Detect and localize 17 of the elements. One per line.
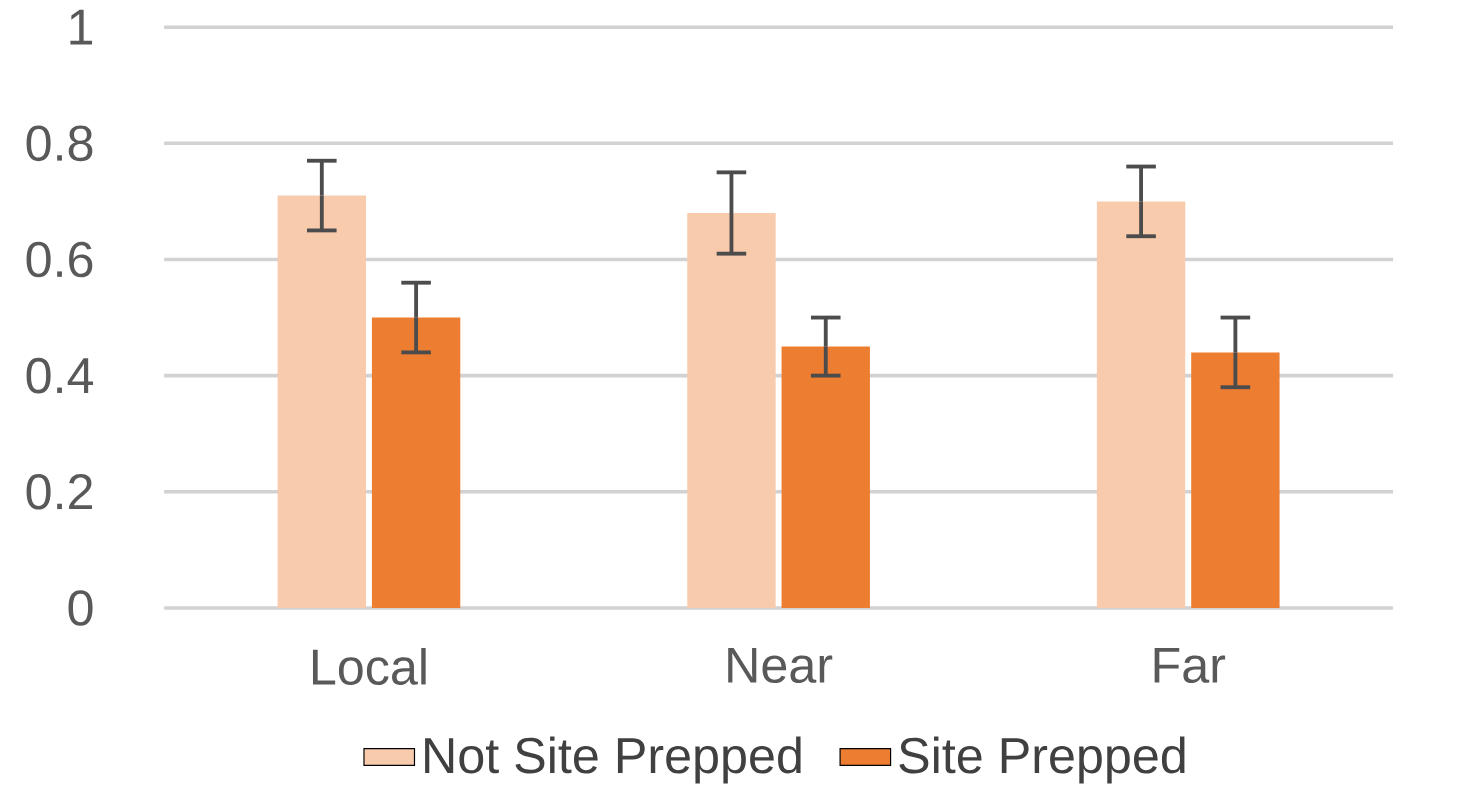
- y-tick-label: 1: [70, 9, 93, 45]
- y-tick-label: 0.6: [26, 241, 93, 278]
- bar: [277, 195, 366, 608]
- y-tick-label: 0: [68, 590, 93, 626]
- bar: [687, 212, 776, 608]
- bar: [1191, 352, 1280, 608]
- bar: [371, 317, 461, 608]
- x-tick-label: Far: [1154, 647, 1226, 683]
- y-tick-label: 0.8: [26, 125, 93, 162]
- legend-label: Not Site Prepped: [425, 736, 801, 784]
- x-tick-label: Near: [728, 647, 833, 683]
- y-tick-label: 0.4: [26, 357, 94, 394]
- legend-label: Site Prepped: [899, 736, 1185, 784]
- x-tick-label: Local: [312, 647, 426, 685]
- bar: [1096, 201, 1186, 608]
- y-tick-label: 0.2: [26, 473, 92, 510]
- bar: [781, 346, 870, 608]
